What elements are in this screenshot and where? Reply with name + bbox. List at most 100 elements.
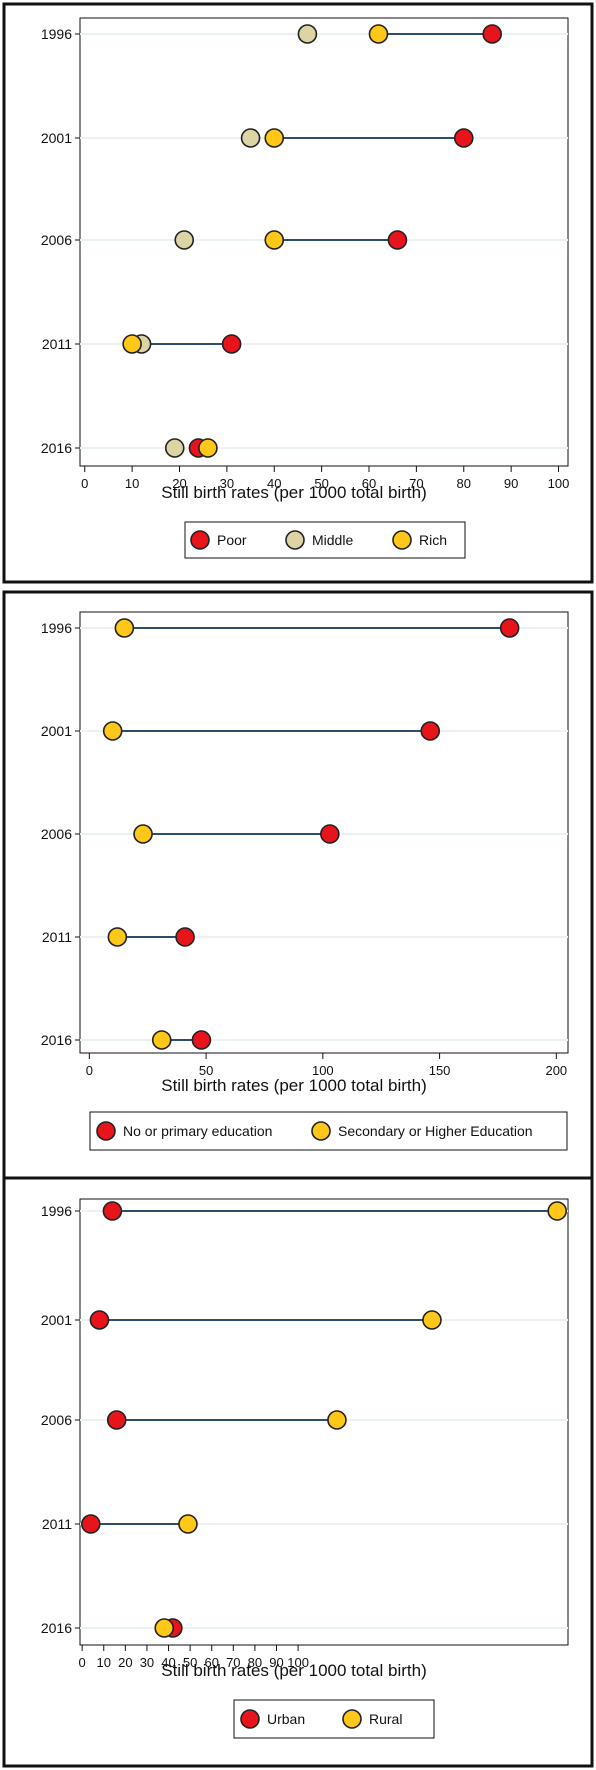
x-axis-label: Still birth rates (per 1000 total birth) xyxy=(161,1076,427,1095)
x-tick-label: 10 xyxy=(97,1655,111,1670)
x-axis-label: Still birth rates (per 1000 total birth) xyxy=(161,1661,427,1680)
x-tick-label: 30 xyxy=(220,476,234,491)
x-axis-label: Still birth rates (per 1000 total birth) xyxy=(161,483,427,502)
legend-swatch xyxy=(96,1121,116,1141)
legend-label: Urban xyxy=(267,1711,305,1727)
y-tick-label: 2006 xyxy=(41,232,72,248)
x-tick-label: 80 xyxy=(457,476,471,491)
legend-swatch xyxy=(342,1709,362,1729)
legend: Poor Middle Rich xyxy=(184,521,466,559)
chart-panel-2: 1996 2001 2006 2011 2016 0 50 100 150 200 Still bi… xyxy=(2,590,594,1180)
x-tick-label: 60 xyxy=(204,1655,218,1670)
legend: No or primary education Secondary or High… xyxy=(89,1111,568,1151)
dot-rich-2001 xyxy=(264,128,285,148)
legend-box xyxy=(184,521,466,559)
dot-rich-2006 xyxy=(264,230,285,250)
legend-label: Middle xyxy=(312,532,353,548)
dot-secondary-or-higher-education-2001 xyxy=(102,721,123,741)
dot-rural-2016 xyxy=(154,1618,175,1638)
dot-secondary-or-higher-education-2006 xyxy=(133,824,153,844)
dot-middle-2016 xyxy=(164,438,185,458)
x-tick-label: 100 xyxy=(287,1655,309,1670)
legend: Urban Rural xyxy=(233,1699,435,1739)
x-tick-label: 50 xyxy=(183,1655,197,1670)
y-tick-label: 2016 xyxy=(41,440,72,456)
dot-rich-2011 xyxy=(122,334,142,354)
legend-swatch xyxy=(392,530,412,550)
dot-urban-2001 xyxy=(89,1310,110,1330)
legend-swatch xyxy=(285,530,305,550)
y-tick-label: 2016 xyxy=(41,1620,72,1636)
dot-poor-2001 xyxy=(453,128,474,148)
dot-rural-2001 xyxy=(422,1310,442,1330)
dot-rich-1996 xyxy=(368,24,389,44)
dot-no-or-primary-education-1996 xyxy=(499,618,520,638)
dot-secondary-or-higher-education-2016 xyxy=(151,1030,172,1050)
chart-panel-3: 1996 2001 2006 2011 2016 0 10 20 30 40 50 60 70 80 90 1… xyxy=(2,1176,594,1768)
legend-label: No or primary education xyxy=(123,1123,272,1139)
dot-no-or-primary-education-2001 xyxy=(420,721,441,741)
dot-rural-2011 xyxy=(178,1514,198,1534)
legend-swatch xyxy=(311,1121,331,1141)
dot-rural-1996 xyxy=(547,1201,568,1221)
plot-area xyxy=(79,17,569,467)
x-tick-label: 0 xyxy=(79,1655,86,1670)
x-tick-label: 40 xyxy=(267,476,281,491)
legend-swatch xyxy=(240,1709,260,1729)
x-tick-label: 50 xyxy=(314,476,328,491)
x-tick-label: 80 xyxy=(248,1655,262,1670)
x-tick-label: 0 xyxy=(86,1063,93,1078)
y-tick-label: 2001 xyxy=(41,1312,72,1328)
dot-urban-2011 xyxy=(80,1514,101,1534)
y-tick-label: 1996 xyxy=(41,26,72,42)
y-tick-label: 2011 xyxy=(42,336,72,352)
legend-label: Secondary or Higher Education xyxy=(338,1123,533,1139)
dot-secondary-or-higher-education-2011 xyxy=(107,927,128,947)
y-tick-label: 1996 xyxy=(41,1203,72,1219)
y-tick-label: 2006 xyxy=(41,826,72,842)
dot-rich-2016 xyxy=(198,438,218,458)
dot-poor-2006 xyxy=(387,230,408,250)
dot-poor-2011 xyxy=(221,334,242,354)
dot-no-or-primary-education-2011 xyxy=(175,927,195,947)
dot-middle-2001 xyxy=(240,128,261,148)
dot-middle-2006 xyxy=(174,230,195,250)
x-tick-label: 70 xyxy=(226,1655,240,1670)
dot-no-or-primary-education-2006 xyxy=(320,824,340,844)
dot-poor-1996 xyxy=(482,24,502,44)
dot-urban-1996 xyxy=(102,1201,123,1221)
y-tick-label: 1996 xyxy=(41,620,72,636)
y-tick-label: 2011 xyxy=(42,929,72,945)
dot-no-or-primary-education-2016 xyxy=(191,1030,212,1050)
x-tick-label: 10 xyxy=(125,476,139,491)
x-tick-label: 200 xyxy=(545,1063,567,1078)
x-tick-label: 90 xyxy=(269,1655,283,1670)
x-tick-label: 30 xyxy=(140,1655,154,1670)
dot-rural-2006 xyxy=(327,1410,347,1430)
y-tick-label: 2001 xyxy=(41,130,72,146)
dot-middle-1996 xyxy=(297,24,318,44)
legend-label: Poor xyxy=(217,532,247,548)
y-tick-label: 2006 xyxy=(41,1412,72,1428)
x-tick-label: 90 xyxy=(504,476,518,491)
chart-panel-1: 1996 2001 2006 2011 2016 0 10 20 30 40 50 60 70 80 90 1… xyxy=(2,2,594,584)
legend-label: Rich xyxy=(419,532,447,548)
legend-box xyxy=(233,1699,435,1739)
legend-swatch xyxy=(190,530,210,550)
x-tick-label: 20 xyxy=(172,476,186,491)
x-tick-label: 100 xyxy=(312,1063,334,1078)
x-tick-label: 70 xyxy=(409,476,423,491)
x-tick-label: 60 xyxy=(362,476,376,491)
plot-area xyxy=(79,1198,569,1646)
x-tick-label: 100 xyxy=(548,476,570,491)
y-tick-label: 2001 xyxy=(41,723,72,739)
x-tick-label: 40 xyxy=(161,1655,175,1670)
dot-urban-2006 xyxy=(106,1410,127,1430)
y-tick-label: 2016 xyxy=(41,1032,72,1048)
y-tick-label: 2011 xyxy=(42,1516,72,1532)
legend-label: Rural xyxy=(369,1711,402,1727)
x-tick-label: 150 xyxy=(429,1063,451,1078)
x-tick-label: 50 xyxy=(199,1063,213,1078)
dot-secondary-or-higher-education-1996 xyxy=(114,618,135,638)
